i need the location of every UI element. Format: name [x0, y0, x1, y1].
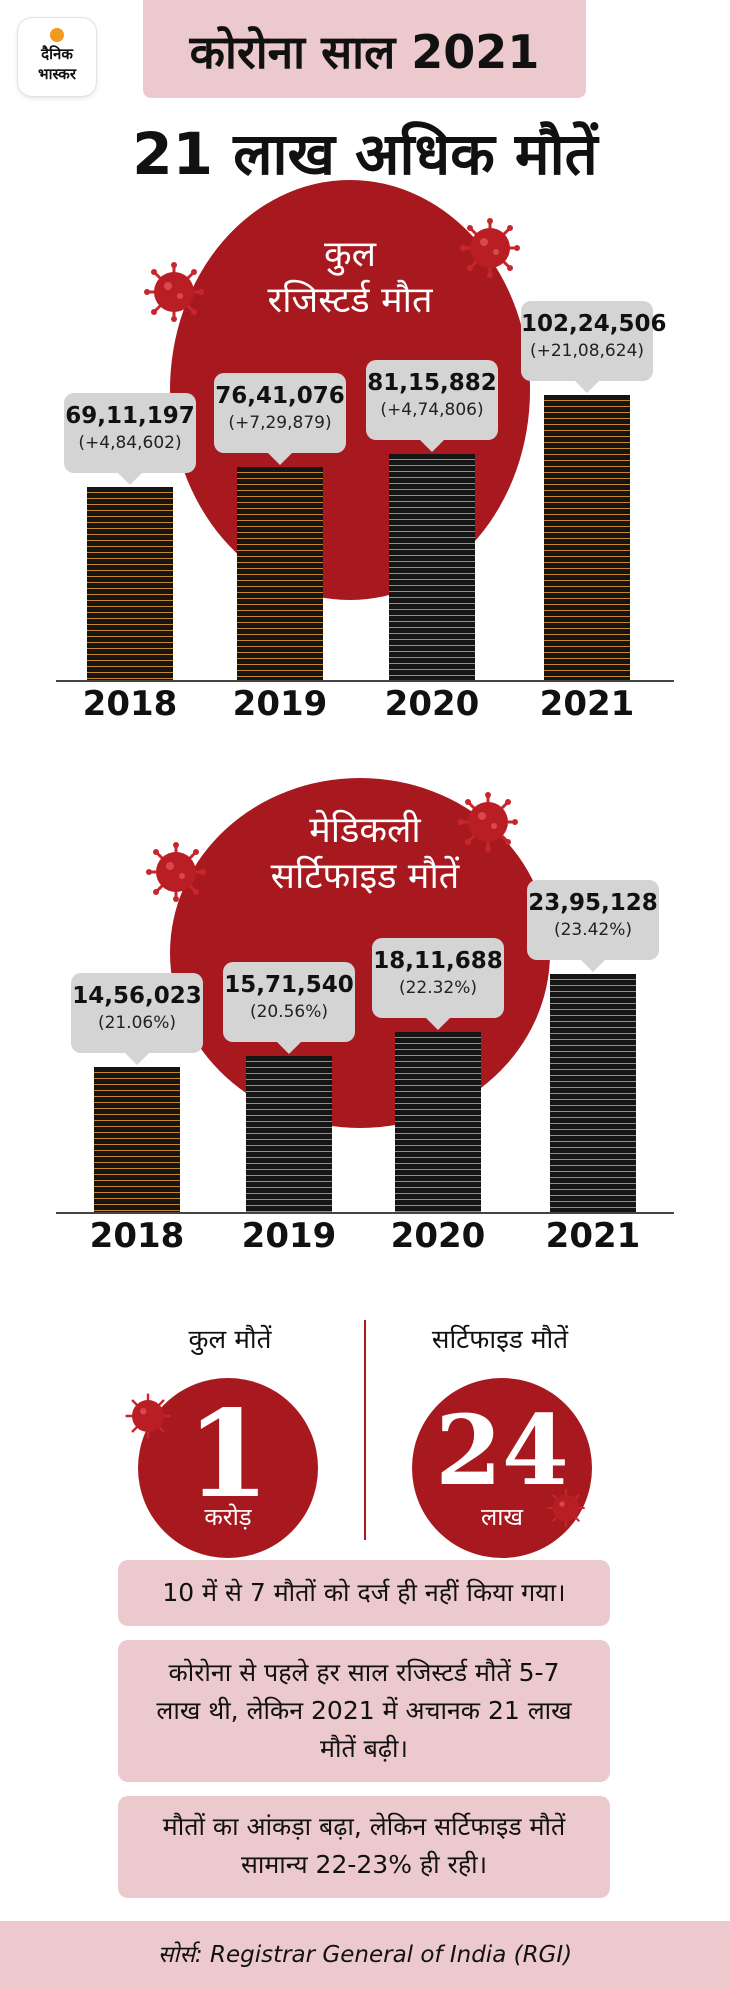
- data-label-sub: (22.32%): [398, 978, 478, 998]
- stat-total-circle: 1 करोड़: [138, 1378, 318, 1558]
- x-tick-label: 2021: [539, 684, 635, 724]
- x-tick-label: 2020: [390, 1216, 486, 1256]
- chart-baseline: [56, 1212, 674, 1214]
- data-label-sub: (21.06%): [97, 1013, 177, 1033]
- virus-icon: [125, 1393, 171, 1439]
- x-tick-label: 2021: [545, 1216, 641, 1256]
- data-label-callout: 15,71,540 (20.56%): [223, 962, 355, 1054]
- note-box: मौतों का आंकड़ा बढ़ा, लेकिन सर्टिफाइड मौ…: [118, 1796, 610, 1898]
- stat-certified-label: सर्टिफाइड मौतें: [431, 1325, 569, 1355]
- data-label-callout: 81,15,882 (+4,74,806): [366, 360, 498, 452]
- x-tick-label: 2019: [241, 1216, 337, 1256]
- logo-sun-icon: [50, 28, 64, 42]
- chart1-title-line1: कुल: [323, 234, 377, 275]
- bar-2018: [87, 487, 173, 680]
- data-label-sub: (+4,84,602): [78, 433, 182, 453]
- chart2-title-line2: सर्टिफाइड मौतें: [270, 856, 460, 897]
- data-label-callout: 14,56,023 (21.06%): [71, 973, 203, 1065]
- chart2-title-line1: मेडिकली: [309, 810, 421, 851]
- data-label-sub: (+7,29,879): [228, 413, 332, 433]
- virus-icon: [547, 1489, 585, 1527]
- bar-2020: [389, 454, 475, 680]
- virus-icon: [144, 262, 204, 322]
- bar-2021: [550, 974, 636, 1212]
- data-label-callout: 69,11,197 (+4,84,602): [64, 393, 196, 485]
- virus-icon: [146, 842, 206, 902]
- chart1-title: कुल रजिस्टर्ड मौत: [220, 232, 480, 324]
- data-label-sub: (23.42%): [553, 920, 633, 940]
- bar-2019: [246, 1056, 332, 1212]
- chart2-title: मेडिकली सर्टिफाइड मौतें: [220, 808, 510, 900]
- bar-2021: [544, 395, 630, 680]
- bar-2020: [395, 1032, 481, 1212]
- page-subtitle: 21 लाख अधिक मौतें: [132, 120, 598, 188]
- data-label-value: 81,15,882: [367, 370, 497, 396]
- data-label-value: 14,56,023: [72, 983, 202, 1009]
- stat-total-unit: करोड़: [204, 1503, 252, 1531]
- stat-certified-unit: लाख: [480, 1503, 524, 1531]
- bar-2019: [237, 467, 323, 680]
- data-label-value: 102,24,506: [521, 311, 667, 337]
- data-label-value: 76,41,076: [215, 383, 345, 409]
- virus-icon: [458, 792, 518, 852]
- stat-certified-circle: 24 लाख: [412, 1378, 592, 1558]
- data-label-value: 23,95,128: [528, 890, 658, 916]
- data-label-value: 15,71,540: [224, 972, 354, 998]
- data-label-callout: 102,24,506 (+21,08,624): [521, 301, 667, 393]
- stat-certified-number: 24: [435, 1394, 569, 1507]
- data-label-callout: 23,95,128 (23.42%): [527, 880, 659, 972]
- page-title: कोरोना साल 2021: [189, 25, 540, 79]
- virus-icon: [460, 218, 520, 278]
- logo-line1: दैनिक: [41, 45, 73, 63]
- source-footer: सोर्स: Registrar General of India (RGI): [0, 1921, 730, 1989]
- data-label-callout: 18,11,688 (22.32%): [372, 938, 504, 1030]
- data-label-sub: (+4,74,806): [380, 400, 484, 420]
- stats-divider: [364, 1320, 366, 1540]
- data-label-callout: 76,41,076 (+7,29,879): [214, 373, 346, 465]
- source-text: सोर्स: Registrar General of India (RGI): [157, 1942, 573, 1968]
- note-text: 10 में से 7 मौतों को दर्ज ही नहीं किया ग…: [162, 1578, 566, 1607]
- note-text: कोरोना से पहले हर साल रजिस्टर्ड मौतें 5-…: [156, 1658, 572, 1763]
- logo-line2: भास्कर: [38, 65, 76, 83]
- bar-2018: [94, 1067, 180, 1212]
- data-label-sub: (+21,08,624): [529, 341, 645, 361]
- x-tick-label: 2020: [384, 684, 480, 724]
- dainik-bhaskar-logo: दैनिक भास्कर: [18, 18, 96, 96]
- stat-total-label: कुल मौतें: [188, 1325, 272, 1355]
- chart-baseline: [56, 680, 674, 682]
- note-box: कोरोना से पहले हर साल रजिस्टर्ड मौतें 5-…: [118, 1640, 610, 1782]
- data-label-value: 18,11,688: [373, 948, 503, 974]
- title-banner: कोरोना साल 2021: [143, 0, 586, 98]
- stat-total-number: 1: [186, 1384, 270, 1525]
- data-label-sub: (20.56%): [249, 1002, 329, 1022]
- x-tick-label: 2019: [232, 684, 328, 724]
- x-tick-label: 2018: [82, 684, 178, 724]
- note-box: 10 में से 7 मौतों को दर्ज ही नहीं किया ग…: [118, 1560, 610, 1626]
- x-tick-label: 2018: [89, 1216, 185, 1256]
- chart1-title-line2: रजिस्टर्ड मौत: [267, 280, 433, 321]
- note-text: मौतों का आंकड़ा बढ़ा, लेकिन सर्टिफाइड मौ…: [162, 1812, 566, 1879]
- data-label-value: 69,11,197: [65, 403, 195, 429]
